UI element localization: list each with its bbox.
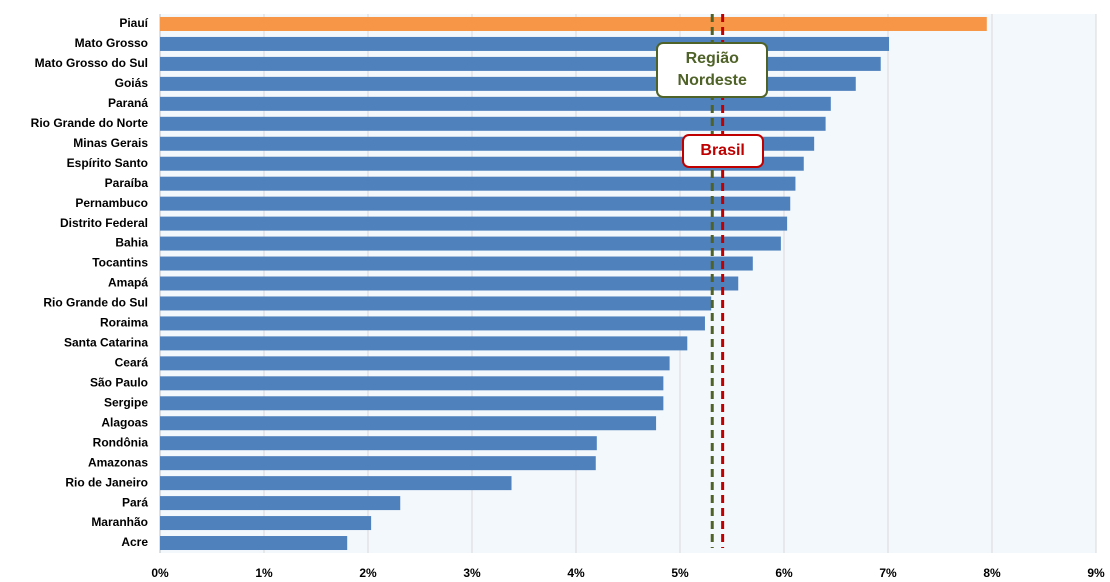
bar	[160, 136, 815, 151]
y-tick-label: Maranhão	[91, 515, 148, 529]
x-tick-label: 4%	[567, 566, 585, 580]
y-tick-label: Amapá	[108, 276, 148, 290]
y-tick-label: Distrito Federal	[60, 216, 148, 230]
x-tick-label: 6%	[775, 566, 793, 580]
bar	[160, 416, 657, 431]
x-tick-label: 7%	[879, 566, 897, 580]
y-tick-label: Pernambuco	[75, 196, 148, 210]
x-tick-label: 8%	[983, 566, 1001, 580]
y-tick-label: Sergipe	[104, 395, 148, 409]
bar	[160, 396, 664, 411]
y-tick-label: São Paulo	[90, 375, 148, 389]
y-tick-label: Piauí	[119, 16, 148, 30]
x-tick-label: 2%	[359, 566, 377, 580]
y-tick-label: Goiás	[115, 76, 149, 90]
bar	[160, 236, 781, 251]
bar	[160, 516, 372, 531]
y-tick-label: Acre	[121, 535, 148, 549]
bar	[160, 176, 796, 191]
bar	[160, 296, 712, 311]
bar	[160, 256, 753, 271]
bar	[160, 216, 788, 231]
x-tick-label: 9%	[1087, 566, 1105, 580]
bar	[160, 456, 596, 471]
bar	[160, 376, 664, 391]
x-tick-label: 3%	[463, 566, 481, 580]
bar	[160, 116, 826, 131]
y-tick-label: Espírito Santo	[67, 156, 148, 170]
y-tick-label: Amazonas	[88, 455, 148, 469]
y-tick-label: Bahia	[115, 236, 148, 250]
bar	[160, 336, 688, 351]
y-tick-label: Mato Grosso	[75, 36, 148, 50]
reference-label: Região Nordeste	[656, 42, 769, 98]
x-tick-label: 5%	[671, 566, 689, 580]
bar	[160, 56, 881, 71]
y-tick-label: Ceará	[115, 356, 149, 370]
bar	[160, 316, 705, 331]
bar	[160, 536, 348, 551]
y-tick-label: Minas Gerais	[73, 136, 148, 150]
bar	[160, 96, 831, 111]
bar	[160, 16, 987, 31]
bar	[160, 36, 890, 51]
y-tick-label: Alagoas	[101, 415, 148, 429]
bar	[160, 496, 401, 511]
bar	[160, 436, 597, 451]
x-tick-label: 1%	[255, 566, 273, 580]
y-tick-label: Paraná	[108, 96, 148, 110]
y-tick-label: Paraíba	[105, 176, 149, 190]
x-tick-label: 0%	[151, 566, 169, 580]
y-tick-label: Pará	[122, 495, 148, 509]
y-tick-label: Rio Grande do Norte	[31, 116, 149, 130]
y-tick-label: Santa Catarina	[64, 336, 148, 350]
y-tick-label: Mato Grosso do Sul	[35, 56, 148, 70]
y-tick-label: Tocantins	[92, 256, 148, 270]
bar	[160, 196, 791, 211]
bar	[160, 356, 670, 371]
y-tick-label: Rio de Janeiro	[65, 475, 148, 489]
y-tick-label: Roraima	[100, 316, 148, 330]
reference-label: Brasil	[681, 134, 764, 168]
bar	[160, 476, 512, 491]
bar	[160, 156, 804, 171]
bar	[160, 276, 739, 291]
y-tick-label: Rondônia	[93, 435, 149, 449]
y-tick-label: Rio Grande do Sul	[43, 296, 148, 310]
